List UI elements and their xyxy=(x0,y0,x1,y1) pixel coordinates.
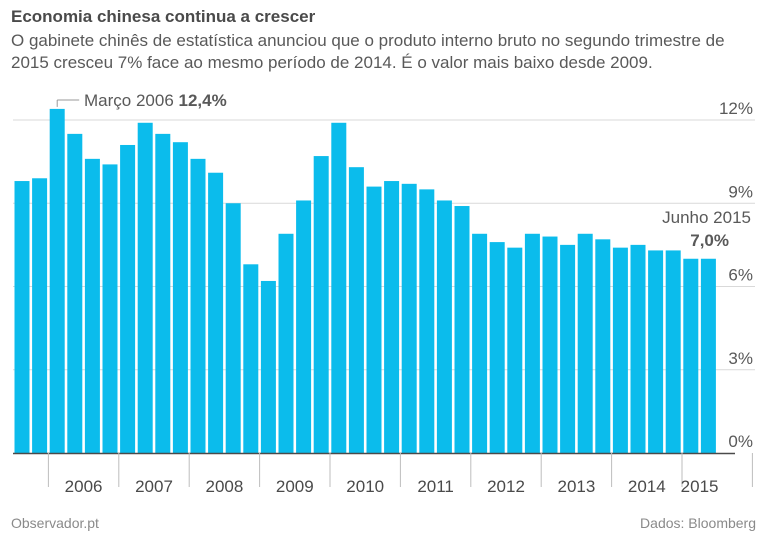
bar xyxy=(296,200,312,453)
bar xyxy=(630,244,646,453)
x-tick-label: 2011 xyxy=(417,477,454,496)
chart-subtitle: O gabinete chinês de estatística anuncio… xyxy=(11,31,725,72)
bar xyxy=(401,183,417,453)
bar xyxy=(67,133,83,453)
x-tick-label: 2012 xyxy=(487,477,525,496)
y-tick-label: 3% xyxy=(728,349,753,368)
data-source: Dados: Bloomberg xyxy=(640,515,756,531)
y-tick-label: 0% xyxy=(728,432,753,451)
bar xyxy=(348,167,364,454)
bar xyxy=(560,244,576,453)
bar xyxy=(489,242,505,453)
annotation-peak-value: 12,4% xyxy=(179,91,227,110)
bar xyxy=(542,236,558,453)
chart-title: Economia chinesa continua a crescer xyxy=(11,7,316,26)
bar xyxy=(507,247,523,453)
bar xyxy=(49,108,65,454)
bar xyxy=(225,203,241,453)
y-tick-label: 12% xyxy=(719,99,753,118)
bar xyxy=(648,250,664,453)
annotation-peak-date: Março 2006 xyxy=(84,91,179,110)
bar xyxy=(436,200,452,453)
y-tick-label: 9% xyxy=(728,182,753,201)
bar xyxy=(384,181,400,454)
annotation-peak: Março 2006 12,4% xyxy=(84,91,227,110)
bar xyxy=(260,280,276,453)
x-tick-label: 2013 xyxy=(557,477,595,496)
x-tick-label: 2014 xyxy=(628,477,666,496)
bar xyxy=(665,250,681,453)
bar xyxy=(102,164,118,453)
bar xyxy=(419,189,435,453)
bar xyxy=(14,181,30,454)
bar xyxy=(120,144,136,453)
bar xyxy=(700,258,716,453)
bar-chart: 0% 3% 6% 9% 12% 2006 2007 2008 2009 2010 2011 2012 2… xyxy=(13,91,755,496)
x-tick-label: 2007 xyxy=(135,477,173,496)
bar xyxy=(612,247,628,453)
x-tick-label: 2006 xyxy=(65,477,103,496)
bar xyxy=(137,122,153,454)
bar xyxy=(155,133,171,453)
bar xyxy=(577,233,593,453)
annotation-latest-value: 7,0% xyxy=(690,231,729,250)
bar xyxy=(524,233,540,453)
bar xyxy=(84,158,100,453)
bar xyxy=(454,206,470,453)
bars xyxy=(14,108,716,454)
publisher-credit: Observador.pt xyxy=(11,515,99,531)
bar xyxy=(683,258,699,453)
axes xyxy=(13,452,753,487)
x-tick-label: 2009 xyxy=(276,477,314,496)
bar xyxy=(243,264,259,453)
bar xyxy=(32,178,48,453)
annotation-latest-date: Junho 2015 xyxy=(662,208,751,227)
bar xyxy=(208,172,224,453)
bar xyxy=(331,122,347,454)
bar xyxy=(172,142,188,453)
bar xyxy=(595,239,611,453)
bar xyxy=(366,186,382,453)
y-tick-label: 6% xyxy=(728,266,753,285)
bar xyxy=(278,233,294,453)
x-tick-label: 2008 xyxy=(205,477,243,496)
x-tick-label: 2010 xyxy=(346,477,384,496)
bar xyxy=(472,233,488,453)
labels: 0% 3% 6% 9% 12% 2006 2007 2008 2009 2010 2011 2012 2… xyxy=(56,91,753,496)
bar xyxy=(313,156,329,453)
x-tick-label: 2015 xyxy=(681,477,719,496)
bar xyxy=(190,158,206,453)
